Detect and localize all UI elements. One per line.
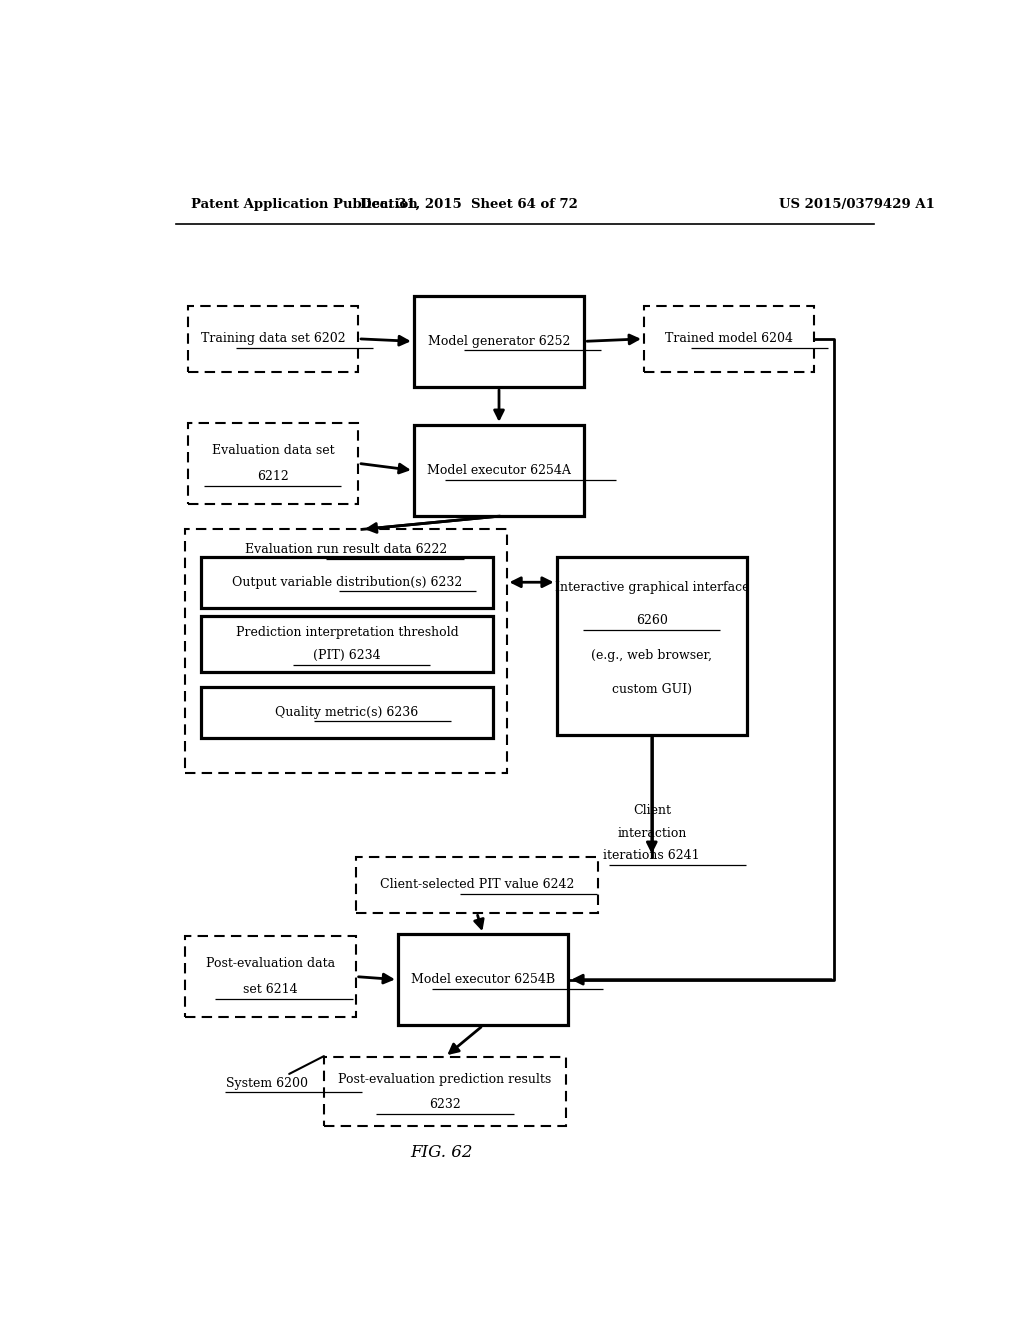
Bar xyxy=(185,936,355,1018)
Text: US 2015/0379429 A1: US 2015/0379429 A1 xyxy=(778,198,935,211)
Text: Client-selected PIT value 6242: Client-selected PIT value 6242 xyxy=(380,878,574,891)
Bar xyxy=(324,1057,566,1126)
Bar xyxy=(187,306,358,372)
Bar xyxy=(201,615,494,672)
Bar xyxy=(201,557,494,607)
Bar xyxy=(355,857,598,912)
Text: Output variable distribution(s) 6232: Output variable distribution(s) 6232 xyxy=(231,576,462,589)
Text: Model generator 6252: Model generator 6252 xyxy=(428,335,570,348)
Bar xyxy=(414,425,585,516)
Text: Client: Client xyxy=(633,804,671,817)
Bar xyxy=(187,422,358,504)
Text: custom GUI): custom GUI) xyxy=(611,682,692,696)
Text: System 6200: System 6200 xyxy=(226,1077,308,1090)
Bar xyxy=(644,306,814,372)
Text: Prediction interpretation threshold: Prediction interpretation threshold xyxy=(236,626,459,639)
Bar xyxy=(201,686,494,738)
Text: Training data set 6202: Training data set 6202 xyxy=(201,333,345,346)
Bar xyxy=(397,935,568,1026)
Text: Model executor 6254A: Model executor 6254A xyxy=(427,463,571,477)
Text: Model executor 6254B: Model executor 6254B xyxy=(411,973,555,986)
Text: (e.g., web browser,: (e.g., web browser, xyxy=(591,649,713,661)
Text: Dec. 31, 2015  Sheet 64 of 72: Dec. 31, 2015 Sheet 64 of 72 xyxy=(360,198,579,211)
Text: (PIT) 6234: (PIT) 6234 xyxy=(313,649,381,663)
Text: Quality metric(s) 6236: Quality metric(s) 6236 xyxy=(275,706,419,719)
Bar xyxy=(185,529,507,774)
Text: iterations 6241: iterations 6241 xyxy=(603,849,700,862)
Bar xyxy=(557,557,748,735)
Text: Interactive graphical interface: Interactive graphical interface xyxy=(555,581,749,594)
Text: Evaluation data set: Evaluation data set xyxy=(212,444,334,457)
Text: interaction: interaction xyxy=(617,826,686,840)
Bar xyxy=(414,296,585,387)
Text: Post-evaluation prediction results: Post-evaluation prediction results xyxy=(338,1073,552,1086)
Text: FIG. 62: FIG. 62 xyxy=(411,1144,473,1160)
Text: 6212: 6212 xyxy=(257,470,289,483)
Text: Post-evaluation data: Post-evaluation data xyxy=(206,957,335,970)
Text: Trained model 6204: Trained model 6204 xyxy=(666,333,794,346)
Text: Evaluation run result data 6222: Evaluation run result data 6222 xyxy=(245,544,446,556)
Text: 6260: 6260 xyxy=(636,614,668,627)
Text: Patent Application Publication: Patent Application Publication xyxy=(191,198,418,211)
Text: 6232: 6232 xyxy=(429,1098,461,1111)
Text: set 6214: set 6214 xyxy=(243,983,298,997)
